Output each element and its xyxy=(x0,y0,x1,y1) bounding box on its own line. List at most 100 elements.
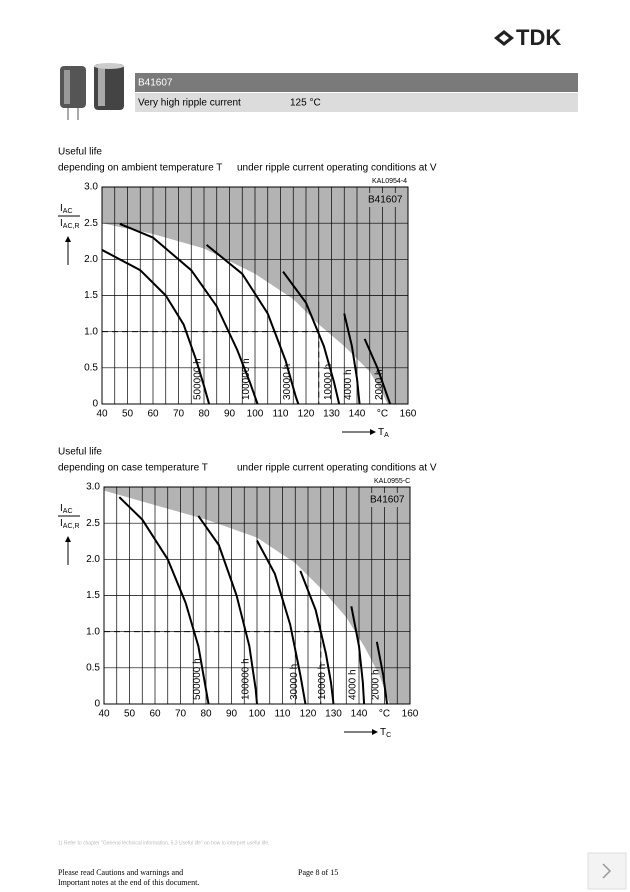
page-number: Page 8 of 15 xyxy=(298,868,338,877)
life-curve xyxy=(350,606,366,705)
caption: depending on case temperature T xyxy=(58,463,208,474)
label-bg xyxy=(364,193,404,207)
capacitor-shine xyxy=(64,70,70,104)
curve-label: 500000 h xyxy=(192,658,203,700)
footnote: 1) Refer to chapter "General technical i… xyxy=(58,840,269,846)
x-tick-label: 40 xyxy=(98,709,110,720)
y-tick-label: 2.5 xyxy=(86,518,100,529)
curve-label: 500000 h xyxy=(193,358,204,400)
chart-label: B41607 xyxy=(370,495,405,506)
y-tick-label: 3.0 xyxy=(84,182,98,193)
curve-label: 30000 h xyxy=(282,364,293,400)
chart-label: B41607 xyxy=(368,195,403,206)
y-tick-label: 0 xyxy=(94,699,100,710)
subtitle-bar xyxy=(135,93,578,112)
x-tick-label: 70 xyxy=(175,709,187,720)
curve-label: 100000 h xyxy=(241,658,252,700)
life-curve xyxy=(101,249,211,405)
plot-frame xyxy=(103,486,411,705)
x-tick-label: 140 xyxy=(349,409,366,420)
curve-label: 2000 h xyxy=(371,669,382,700)
x-tick-label: 110 xyxy=(273,409,289,420)
chart: 0 0.5 1.0 1.5 2.0 2.5 3.0 40 50 60 70 80 90 100 110 120… xyxy=(58,178,417,439)
y-tick-label: 1.5 xyxy=(86,590,100,601)
life-curve xyxy=(256,540,307,705)
section-heading: Useful life xyxy=(58,447,102,458)
x-tick-label: 50 xyxy=(124,709,136,720)
x-tick-label: 100 xyxy=(247,409,264,420)
y-tick-label: 0 xyxy=(92,399,98,410)
next-button[interactable] xyxy=(587,852,627,890)
x-tick-label: 120 xyxy=(300,709,317,720)
curve-label: 4000 h xyxy=(343,369,354,400)
capacitor-shine xyxy=(98,68,105,106)
chart-code: KAL0954-4 xyxy=(372,178,407,185)
y-tick-label: 1.0 xyxy=(84,326,98,337)
y-arrowhead xyxy=(65,536,71,542)
x-tick-label: 80 xyxy=(200,709,212,720)
description: Very high ripple current xyxy=(138,98,241,109)
x-axis-label-sub: C xyxy=(386,732,391,739)
x-tick-label: 90 xyxy=(226,709,238,720)
x-tick-label: °C xyxy=(377,409,388,420)
notice: Please read Cautions and warnings and xyxy=(58,868,183,877)
logo-text: TDK xyxy=(516,25,561,50)
x-tick-label: 90 xyxy=(224,409,236,420)
next-arrow xyxy=(602,863,612,879)
chart-code: KAL0955-C xyxy=(374,478,410,485)
y-axis-label-sub: AC xyxy=(63,508,73,515)
chart: 0 0.5 1.0 1.5 2.0 2.5 3.0 40 50 60 70 80 90 100 110 120… xyxy=(58,478,419,739)
plot-frame xyxy=(101,186,409,405)
y-axis-label-sub: AC xyxy=(63,208,73,215)
x-tick-label: 130 xyxy=(323,409,340,420)
y-tick-label: 2.0 xyxy=(84,254,98,265)
y-axis-label: IAC,R xyxy=(60,218,80,230)
x-tick-label: 160 xyxy=(402,709,419,720)
life-curve xyxy=(343,313,361,405)
x-tick-label: 60 xyxy=(147,409,159,420)
y-tick-label: 0.5 xyxy=(86,662,100,673)
y-axis-label-main: I xyxy=(60,503,63,514)
curve-label: 10000 h xyxy=(317,664,328,700)
caption: under ripple current operating condition… xyxy=(237,463,437,474)
x-arrowhead xyxy=(372,729,378,735)
temperature: 125 °C xyxy=(290,98,321,109)
x-tick-label: 130 xyxy=(325,709,342,720)
label-bg xyxy=(366,493,406,507)
logo-symbol xyxy=(494,30,514,46)
y-tick-label: 2.5 xyxy=(84,218,98,229)
capacitor xyxy=(60,66,86,108)
curve-label: 10000 h xyxy=(323,364,334,400)
life-curve xyxy=(197,515,258,705)
x-tick-label: 60 xyxy=(149,709,161,720)
y-tick-label: 3.0 xyxy=(86,482,100,493)
x-arrowhead xyxy=(370,429,376,435)
y-axis-label: IAC xyxy=(60,503,73,515)
x-tick-label: 40 xyxy=(96,409,108,420)
curve-label: 30000 h xyxy=(289,664,300,700)
x-tick-label: °C xyxy=(379,709,390,720)
life-curve xyxy=(118,496,210,705)
x-tick-label: 160 xyxy=(400,409,417,420)
capacitor-top xyxy=(94,63,124,69)
life-curve xyxy=(205,244,300,405)
notice: Important notes at the end of this docum… xyxy=(58,878,199,887)
title-bar xyxy=(135,73,578,92)
y-axis-label-main: I xyxy=(60,203,63,214)
section-heading: Useful life xyxy=(58,147,102,158)
x-tick-label: 120 xyxy=(298,409,315,420)
life-curve xyxy=(119,222,259,405)
x-axis-label: TC xyxy=(380,727,391,739)
curve-label: 100000 h xyxy=(241,358,252,400)
product-image xyxy=(60,63,124,120)
y-tick-label: 2.0 xyxy=(86,554,100,565)
x-tick-label: 100 xyxy=(249,709,266,720)
y-tick-label: 1.5 xyxy=(84,290,98,301)
life-curve xyxy=(375,641,389,705)
y-axis-label: IAC,R xyxy=(60,518,80,530)
y-axis-label-main: I xyxy=(60,518,63,529)
x-axis-label-sub: A xyxy=(384,432,389,439)
curve-label: 4000 h xyxy=(348,669,359,700)
